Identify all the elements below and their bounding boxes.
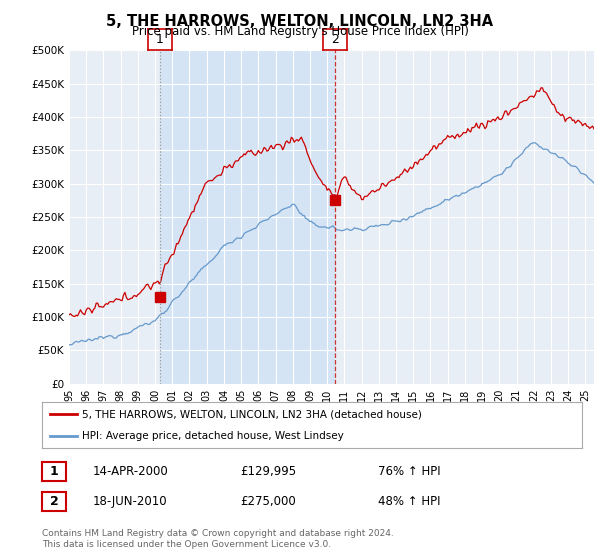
Text: 5, THE HARROWS, WELTON, LINCOLN, LN2 3HA (detached house): 5, THE HARROWS, WELTON, LINCOLN, LN2 3HA… <box>83 409 422 419</box>
Bar <box>160 50 335 384</box>
Text: 1: 1 <box>156 33 164 46</box>
Text: 2: 2 <box>331 33 339 46</box>
Text: 76% ↑ HPI: 76% ↑ HPI <box>378 465 440 478</box>
Text: £275,000: £275,000 <box>240 494 296 508</box>
Text: 5, THE HARROWS, WELTON, LINCOLN, LN2 3HA: 5, THE HARROWS, WELTON, LINCOLN, LN2 3HA <box>106 14 494 29</box>
Text: Contains HM Land Registry data © Crown copyright and database right 2024.
This d: Contains HM Land Registry data © Crown c… <box>42 529 394 549</box>
Text: HPI: Average price, detached house, West Lindsey: HPI: Average price, detached house, West… <box>83 431 344 441</box>
Text: £129,995: £129,995 <box>240 465 296 478</box>
Text: 48% ↑ HPI: 48% ↑ HPI <box>378 494 440 508</box>
Text: 18-JUN-2010: 18-JUN-2010 <box>93 494 167 508</box>
Text: Price paid vs. HM Land Registry's House Price Index (HPI): Price paid vs. HM Land Registry's House … <box>131 25 469 38</box>
Text: 14-APR-2000: 14-APR-2000 <box>93 465 169 478</box>
Text: 2: 2 <box>50 494 58 508</box>
Text: 1: 1 <box>50 465 58 478</box>
